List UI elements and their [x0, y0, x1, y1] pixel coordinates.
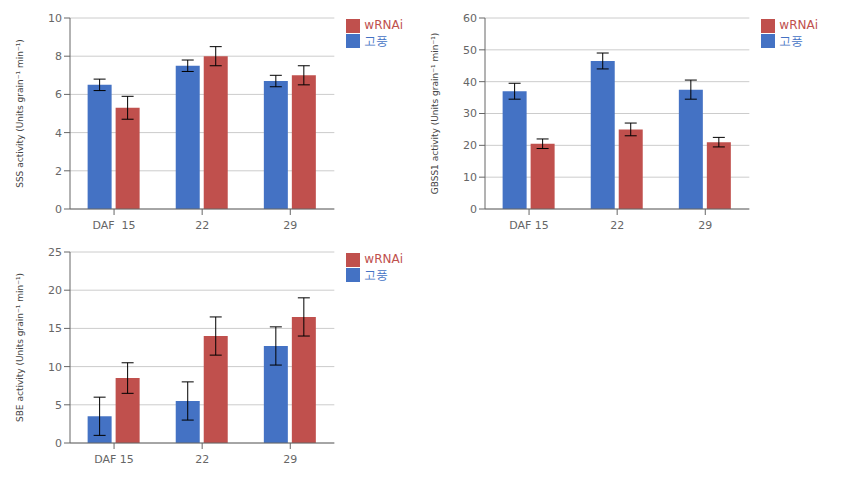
html-text:wRNAi: wRNAi [364, 18, 403, 32]
svg-text:40: 40 [463, 76, 477, 89]
svg-text:DAF 15: DAF 15 [94, 453, 134, 466]
svg-text:6: 6 [55, 88, 62, 101]
svg-text:8: 8 [55, 50, 62, 63]
svg-text:30: 30 [463, 107, 477, 120]
svg-text:0: 0 [55, 203, 62, 216]
svg-text:0: 0 [470, 203, 477, 216]
html-text:고풍: 고풍 [779, 33, 804, 48]
svg-text:22: 22 [610, 219, 624, 232]
svg-text:0: 0 [55, 437, 62, 450]
svg-text:25: 25 [48, 246, 62, 259]
svg-text:2: 2 [55, 165, 62, 178]
svg-text:10: 10 [463, 171, 477, 184]
svg-text:4: 4 [55, 127, 62, 140]
html-text:고풍: 고풍 [364, 267, 389, 282]
svg-text:20: 20 [48, 284, 62, 297]
svg-text:50: 50 [463, 44, 477, 57]
svg-text:5: 5 [55, 399, 62, 412]
svg-text:60: 60 [463, 12, 477, 25]
html-text:wRNAi: wRNAi [364, 252, 403, 266]
svg-text:20: 20 [463, 139, 477, 152]
svg-text:10: 10 [48, 361, 62, 374]
svg-text:29: 29 [283, 219, 297, 232]
svg-text:DAF 15: DAF 15 [509, 219, 549, 232]
svg-text:22: 22 [195, 453, 209, 466]
html-text:wRNAi: wRNAi [779, 18, 818, 32]
svg-text:GBSS1 activity (Units grain⁻¹: GBSS1 activity (Units grain⁻¹ min⁻¹) [430, 33, 440, 195]
svg-text:DAF 15: DAF 15 [92, 219, 135, 232]
svg-text:SSS activity (Units grain⁻¹ mi: SSS activity (Units grain⁻¹ min⁻¹) [15, 39, 25, 188]
svg-text:SBE activity (Units grain⁻¹ mi: SBE activity (Units grain⁻¹ min⁻¹) [15, 273, 25, 422]
svg-text:29: 29 [698, 219, 712, 232]
svg-text:29: 29 [283, 453, 297, 466]
svg-text:22: 22 [195, 219, 209, 232]
svg-text:10: 10 [48, 12, 62, 25]
svg-text:15: 15 [48, 322, 62, 335]
html-text:고풍: 고풍 [364, 33, 389, 48]
